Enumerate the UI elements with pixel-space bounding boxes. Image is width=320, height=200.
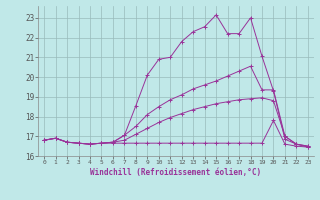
- X-axis label: Windchill (Refroidissement éolien,°C): Windchill (Refroidissement éolien,°C): [91, 168, 261, 177]
